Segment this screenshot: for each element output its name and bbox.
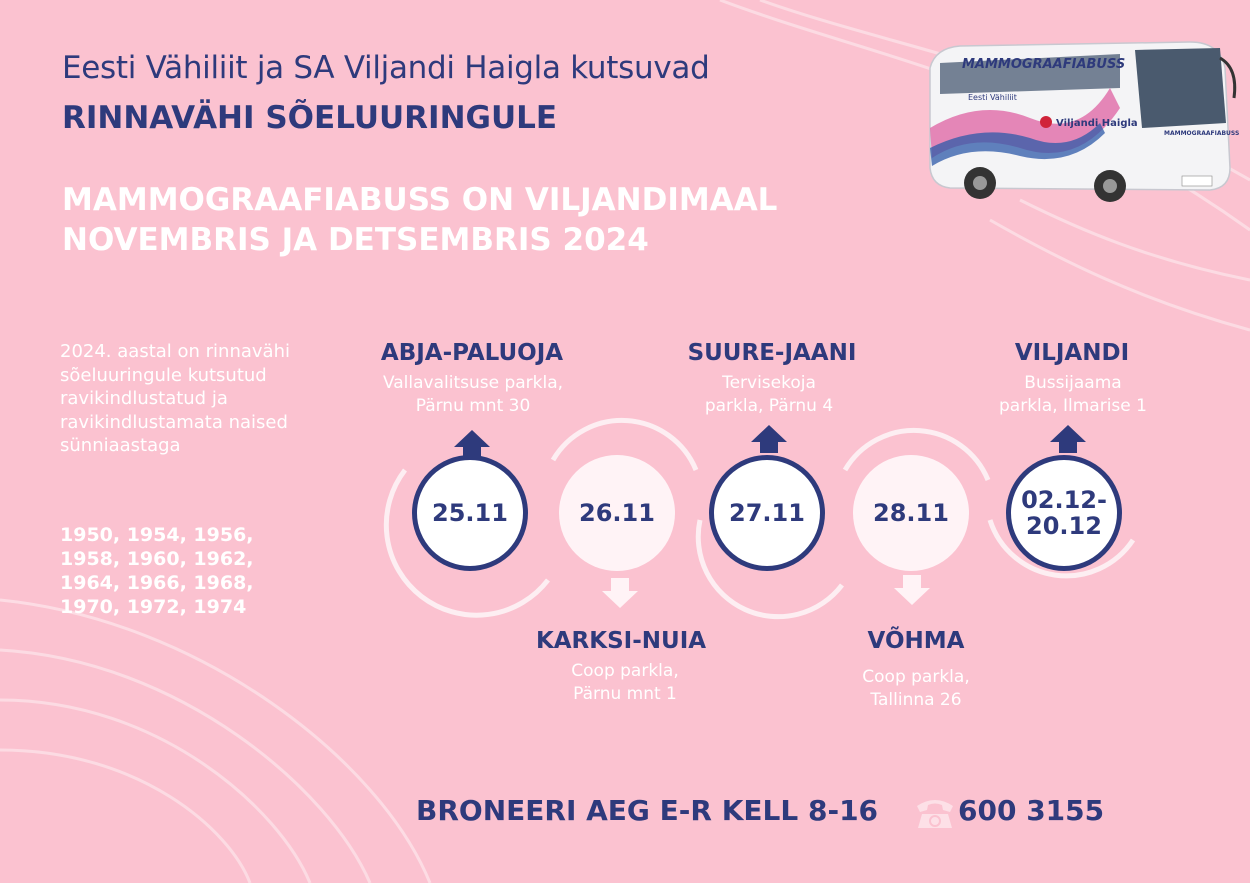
stop-address-line-1: Tervisekoja — [722, 373, 816, 393]
intro-text: Eesti Vähiliit ja SA Viljandi Haigla kut… — [62, 50, 710, 86]
stop-name-suure-jaani: SUURE-JAANI — [687, 340, 857, 366]
date-label: 26.11 — [579, 499, 655, 527]
date-circle-viljandi: 02.12- 20.12 — [1006, 455, 1122, 571]
stop-address-suure-jaani: Tervisekoja parkla, Pärnu 4 — [654, 372, 884, 418]
date-label: 28.11 — [873, 499, 949, 527]
date-label-end: 20.12 — [1026, 512, 1102, 540]
phone-number[interactable]: 600 3155 — [958, 794, 1105, 827]
stop-address-line-1: Vallavalitsuse parkla, — [382, 373, 564, 393]
stop-name-vohma: VÕHMA — [867, 628, 965, 654]
date-circle-abja-paluoja: 25.11 — [412, 455, 528, 571]
eligibility-text: 2024. aastal on rinnavähi sõeluuringule … — [60, 341, 290, 456]
period-line-1: MAMMOGRAAFIABUSS ON VILJANDIMAAL — [62, 182, 778, 218]
birth-years: 1950, 1954, 1956, 1958, 1960, 1962, 1964… — [60, 524, 254, 618]
date-circle-vohma: 28.11 — [853, 455, 969, 571]
telephone-icon — [917, 800, 953, 828]
stop-name-abja-paluoja: ABJA-PALUOJA — [380, 340, 564, 366]
date-label-start: 02.12- — [1021, 486, 1107, 514]
booking-hours: BRONEERI AEG E-R KELL 8-16 — [416, 794, 879, 827]
stop-name-viljandi: VILJANDI — [1014, 340, 1130, 366]
stop-name-karksi-nuia: KARKSI-NUIA — [535, 628, 707, 654]
stop-address-line-2: Tallinna 26 — [870, 690, 962, 710]
date-label: 25.11 — [432, 499, 508, 527]
stop-address-line-1: Coop parkla, — [571, 661, 679, 681]
mammography-bus-image: MAMMOGRAAFIABUSS Eesti Vähiliit Viljandi… — [929, 41, 1239, 202]
stop-address-vohma: Coop parkla, Tallinna 26 — [801, 666, 1031, 712]
stop-address-line-2: parkla, Ilmarise 1 — [999, 396, 1147, 416]
stop-address-line-2: Pärnu mnt 1 — [573, 684, 677, 704]
stop-address-line-1: Coop parkla, — [862, 667, 970, 687]
bus-logo-left: Eesti Vähiliit — [968, 93, 1017, 102]
down-arrows — [602, 575, 930, 608]
up-arrows — [454, 425, 1086, 458]
period-title: MAMMOGRAAFIABUSS ON VILJANDIMAAL NOVEMBR… — [62, 180, 882, 260]
bus-side-label: MAMMOGRAAFIABUSS — [962, 57, 1125, 72]
stop-address-line-2: Pärnu mnt 30 — [415, 396, 531, 416]
stop-address-viljandi: Bussijaama parkla, Ilmarise 1 — [958, 372, 1188, 418]
period-line-2: NOVEMBRIS JA DETSEMBRIS 2024 — [62, 222, 649, 258]
bus-logo-right: Viljandi Haigla — [1056, 118, 1138, 129]
date-label: 27.11 — [729, 499, 805, 527]
stop-address-line-2: parkla, Pärnu 4 — [704, 396, 834, 416]
bus-front-label: MAMMOGRAAFIABUSS — [1164, 130, 1239, 137]
date-circle-karksi-nuia: 26.11 — [559, 455, 675, 571]
stop-address-abja-paluoja: Vallavalitsuse parkla, Pärnu mnt 30 — [358, 372, 588, 418]
stop-address-line-1: Bussijaama — [1024, 373, 1122, 393]
stop-address-karksi-nuia: Coop parkla, Pärnu mnt 1 — [510, 660, 740, 706]
headline: RINNAVÄHI SÕELUURINGULE — [62, 100, 558, 136]
date-circle-suure-jaani: 27.11 — [709, 455, 825, 571]
